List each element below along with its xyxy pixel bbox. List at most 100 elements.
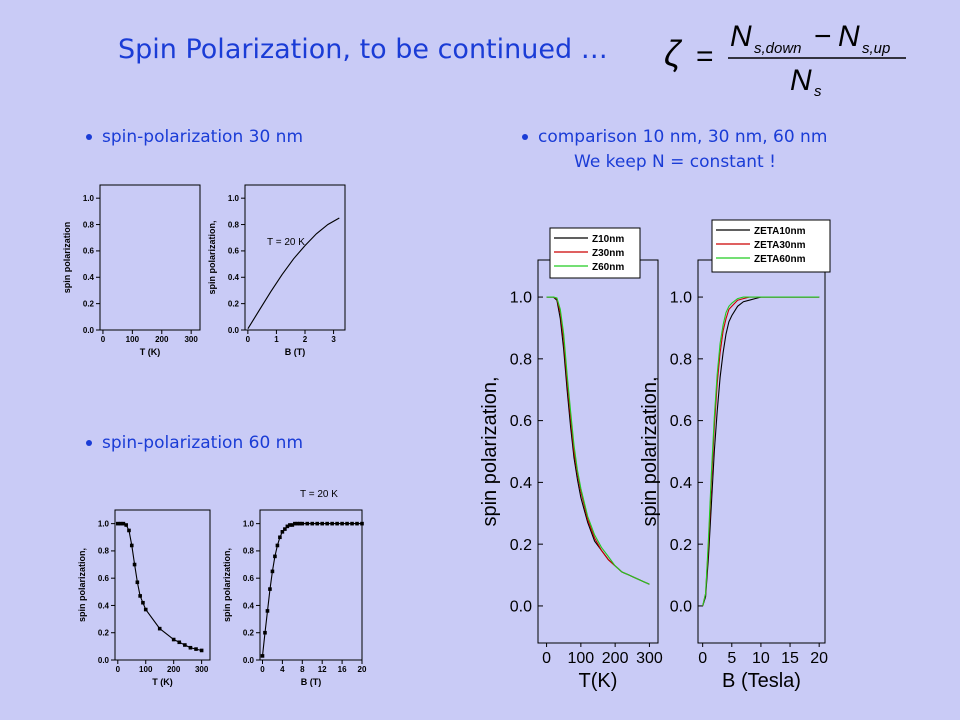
data-point <box>325 521 329 526</box>
legend-label: Z30nm <box>592 248 624 259</box>
data-point <box>285 524 290 529</box>
data-point <box>157 626 162 631</box>
x-tick-label: 5 <box>727 650 736 667</box>
svg-text:=: = <box>696 40 714 73</box>
formula-minus: − <box>814 20 832 53</box>
y-tick-label: 0.8 <box>98 547 110 556</box>
y-tick-label: 0.2 <box>670 537 692 554</box>
y-axis-label: spin polarization, <box>479 376 501 526</box>
bullet-dot <box>522 134 528 140</box>
x-axis-label: T (K) <box>152 677 173 687</box>
chart-30nm-temperature: 0.0 0.2 0.4 0.6 0.8 1.0 0 100 200 300 T (K) spin po… <box>62 184 201 357</box>
plot-frame <box>244 184 346 331</box>
data-point <box>265 609 270 613</box>
legend-box <box>711 219 831 273</box>
data-point <box>278 535 282 540</box>
y-tick-label: 0.8 <box>670 351 692 368</box>
x-tick-label: 100 <box>126 335 140 344</box>
data-point <box>290 523 295 527</box>
data-point <box>260 654 265 658</box>
x-tick-label: 0 <box>246 335 251 344</box>
data-point <box>335 521 339 526</box>
y-axis-label: spin polarization <box>62 222 72 294</box>
data-point <box>124 523 128 527</box>
x-tick-label: 0 <box>260 665 265 674</box>
data-point <box>138 594 142 598</box>
y-axis-label: spin polarization, <box>77 548 87 622</box>
data-point <box>283 527 287 531</box>
y-tick-label: 0.2 <box>243 629 255 638</box>
y-tick-label: 1.0 <box>83 194 95 203</box>
data-point <box>360 521 364 526</box>
y-tick-label: 0.4 <box>83 273 95 282</box>
y-tick-label: 0.2 <box>83 299 95 308</box>
bullet-60nm: spin-polarization 60 nm <box>86 433 303 453</box>
page-title: Spin Polarization, to be continued … <box>118 34 608 65</box>
data-point <box>293 521 297 526</box>
x-tick-label: 15 <box>781 650 799 667</box>
series-line <box>247 217 340 329</box>
y-tick-label: 0.2 <box>98 629 110 638</box>
y-tick-label: 0.0 <box>670 599 692 616</box>
chart-comparison-temperature: 0.0 0.2 0.4 0.6 0.8 1.0 0 100 200 300 T(K) spin pol… <box>479 227 663 692</box>
data-point <box>171 637 176 642</box>
y-tick-label: 0.8 <box>243 547 255 556</box>
x-tick-label: 16 <box>338 665 347 674</box>
y-tick-label: 0.6 <box>98 574 110 583</box>
data-point <box>270 569 275 574</box>
y-tick-label: 0.8 <box>83 220 95 229</box>
y-tick-label: 0.0 <box>510 599 532 616</box>
series-line <box>546 296 650 585</box>
chart-comparison-field: 0.0 0.2 0.4 0.6 0.8 1.0 0 5 10 15 20 B (Tesla) spin … <box>639 219 831 692</box>
formula-num2: N <box>838 20 860 53</box>
y-tick-label: 0.0 <box>228 326 240 335</box>
bullet-label: spin-polarization 60 nm <box>102 433 304 453</box>
data-point <box>273 554 277 559</box>
y-tick-label: 0.6 <box>228 247 240 256</box>
y-axis-label: spin polarization, <box>207 220 217 294</box>
data-point <box>199 648 204 653</box>
legend: ZETA10nm ZETA30nm ZETA60nm <box>711 219 831 273</box>
x-tick-label: 0 <box>101 335 106 344</box>
y-tick-label: 0.6 <box>510 413 532 430</box>
data-point <box>177 640 182 645</box>
x-axis-label: B (T) <box>301 677 322 687</box>
formula-num1: N <box>730 20 752 53</box>
legend: Z10nm Z30nm Z60nm <box>549 227 641 279</box>
legend-label: ZETA10nm <box>754 226 806 237</box>
y-tick-label: 1.0 <box>98 519 110 528</box>
series-line <box>261 523 362 656</box>
data-point <box>141 600 145 605</box>
x-tick-label: 300 <box>184 335 198 344</box>
x-tick-label: 10 <box>752 650 770 667</box>
x-tick-label: 1 <box>274 335 279 344</box>
plot-frame <box>114 509 211 661</box>
chart-30nm-field: 0.0 0.2 0.4 0.6 0.8 1.0 0 1 2 3 B (T) spin polariza… <box>207 184 346 357</box>
y-tick-label: 0.4 <box>243 601 255 610</box>
bullet-label: spin-polarization 30 nm <box>102 127 304 147</box>
data-point <box>132 562 137 567</box>
y-tick-label: 1.0 <box>510 290 532 307</box>
x-tick-label: 8 <box>300 665 305 674</box>
y-tick-label: 0.4 <box>98 601 110 610</box>
annotation: T = 20 K <box>300 489 338 500</box>
data-point <box>263 630 267 635</box>
x-tick-label: 12 <box>318 665 327 674</box>
series-line <box>702 296 820 607</box>
data-point <box>295 521 300 526</box>
x-axis-label: B (Tesla) <box>722 670 801 692</box>
data-point <box>355 521 359 526</box>
x-axis-label: T (K) <box>140 347 161 357</box>
data-point <box>118 521 123 526</box>
x-axis-label: B (T) <box>285 347 306 357</box>
x-tick-label: 0 <box>698 650 707 667</box>
x-tick-label: 3 <box>331 335 336 344</box>
formula-lhs: ζ <box>664 33 683 74</box>
data-point <box>320 521 324 526</box>
x-tick-label: 4 <box>280 665 285 674</box>
y-tick-label: 0.4 <box>670 475 692 492</box>
formula-sub1: s,down <box>754 40 802 57</box>
chart-60nm-temperature: 0.0 0.2 0.4 0.6 0.8 1.0 0 100 200 300 T (K) spin po… <box>77 509 211 687</box>
data-point <box>135 580 140 585</box>
data-point <box>340 521 344 526</box>
